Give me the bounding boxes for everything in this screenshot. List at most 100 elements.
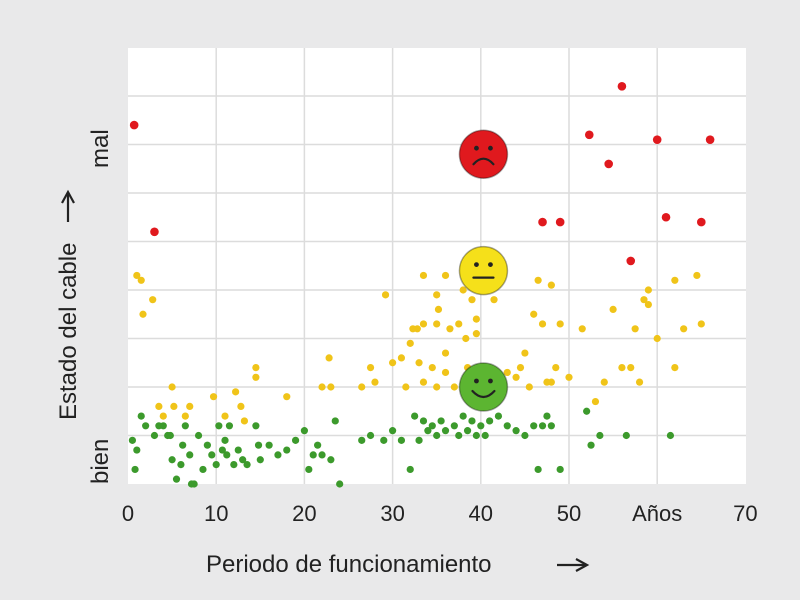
data-point-medium <box>547 281 555 289</box>
data-point-good <box>450 422 458 430</box>
data-point-medium <box>512 373 520 381</box>
data-point-medium <box>240 417 249 425</box>
data-point-medium <box>137 276 145 284</box>
data-point-medium <box>433 291 441 299</box>
data-point-medium <box>155 402 163 410</box>
data-point-medium <box>358 383 366 391</box>
data-point-medium <box>459 286 467 294</box>
data-point-medium <box>381 291 390 299</box>
data-point-good <box>133 446 141 454</box>
data-point-medium <box>434 305 443 313</box>
data-point-medium <box>693 271 701 280</box>
data-point-good <box>468 417 476 425</box>
data-point-bad <box>555 217 565 227</box>
data-point-medium <box>525 383 533 391</box>
data-point-medium <box>516 364 525 372</box>
data-point-medium <box>697 320 705 328</box>
data-point-medium <box>419 320 428 328</box>
data-point-good <box>265 441 273 449</box>
data-point-medium <box>441 271 450 280</box>
x-axis-title: Periodo de funcionamiento <box>206 551 492 578</box>
data-point-medium <box>221 412 229 420</box>
data-point-bad <box>705 135 715 144</box>
data-point-good <box>256 456 264 464</box>
data-point-medium <box>680 325 688 333</box>
data-point-good <box>150 431 159 440</box>
data-point-medium <box>170 402 178 410</box>
data-point-good <box>142 422 150 430</box>
data-point-medium <box>627 364 635 372</box>
data-point-bad <box>697 217 706 227</box>
data-point-medium <box>640 296 648 304</box>
data-point-good <box>358 436 366 444</box>
data-point-good <box>521 431 529 440</box>
data-point-good <box>406 465 414 474</box>
data-point-medium <box>503 368 511 377</box>
data-point-medium <box>283 393 291 401</box>
data-point-bad <box>661 212 671 222</box>
data-point-medium <box>168 383 176 391</box>
data-points <box>128 82 715 488</box>
data-point-good <box>254 441 263 449</box>
data-point-medium <box>644 286 652 294</box>
data-point-medium <box>609 305 617 313</box>
data-point-medium <box>133 271 141 280</box>
x-tick-label: 0 <box>122 501 134 526</box>
data-point-good <box>534 465 542 474</box>
data-point-good <box>455 431 463 440</box>
data-point-good <box>181 422 189 430</box>
x-tick-label: 30 <box>380 501 404 526</box>
x-tick-label: 10 <box>204 501 228 526</box>
grid-lines <box>128 48 746 484</box>
data-point-good <box>556 465 564 474</box>
x-tick-label: 50 <box>557 501 581 526</box>
data-point-good <box>172 475 181 483</box>
data-point-good <box>179 441 187 449</box>
data-point-medium <box>600 378 608 386</box>
data-point-good <box>587 441 595 449</box>
data-point-good <box>472 431 480 440</box>
data-point-medium <box>419 271 428 280</box>
data-point-medium <box>252 373 260 381</box>
data-point-good <box>168 456 176 464</box>
data-point-good <box>415 436 423 444</box>
data-point-good <box>441 427 450 435</box>
data-point-good <box>463 427 472 435</box>
data-point-medium <box>428 364 436 372</box>
data-point-bad <box>617 82 627 91</box>
data-point-medium <box>441 368 450 377</box>
data-point-good <box>411 412 419 420</box>
data-point-medium <box>556 320 564 328</box>
data-point-good <box>203 441 211 449</box>
data-point-good <box>314 441 322 449</box>
data-point-medium <box>371 378 379 386</box>
data-point-medium <box>644 300 652 309</box>
data-point-medium <box>419 378 428 386</box>
data-point-bad <box>150 227 159 237</box>
data-point-medium <box>232 388 240 396</box>
data-point-medium <box>433 320 441 328</box>
data-point-good <box>305 465 313 474</box>
data-point-good <box>318 451 326 459</box>
data-point-good <box>389 427 397 435</box>
data-point-medium <box>209 393 218 401</box>
x-tick-label: 40 <box>469 501 493 526</box>
data-point-medium <box>402 383 410 391</box>
data-point-good <box>596 431 604 440</box>
data-point-good <box>437 417 445 425</box>
data-point-medium <box>397 354 406 362</box>
data-point-medium <box>441 349 450 357</box>
data-point-good <box>215 422 223 430</box>
data-point-medium <box>547 378 555 386</box>
sad-face-icon <box>458 129 509 179</box>
data-point-medium <box>653 334 661 343</box>
data-point-good <box>177 461 185 469</box>
data-point-medium <box>433 383 441 391</box>
data-point-bad <box>584 130 594 140</box>
data-point-good <box>291 436 300 444</box>
data-point-good <box>547 422 555 430</box>
happy-face-icon <box>458 362 509 412</box>
y-axis-title: Estado del cable <box>55 243 82 420</box>
data-point-medium <box>413 325 421 333</box>
